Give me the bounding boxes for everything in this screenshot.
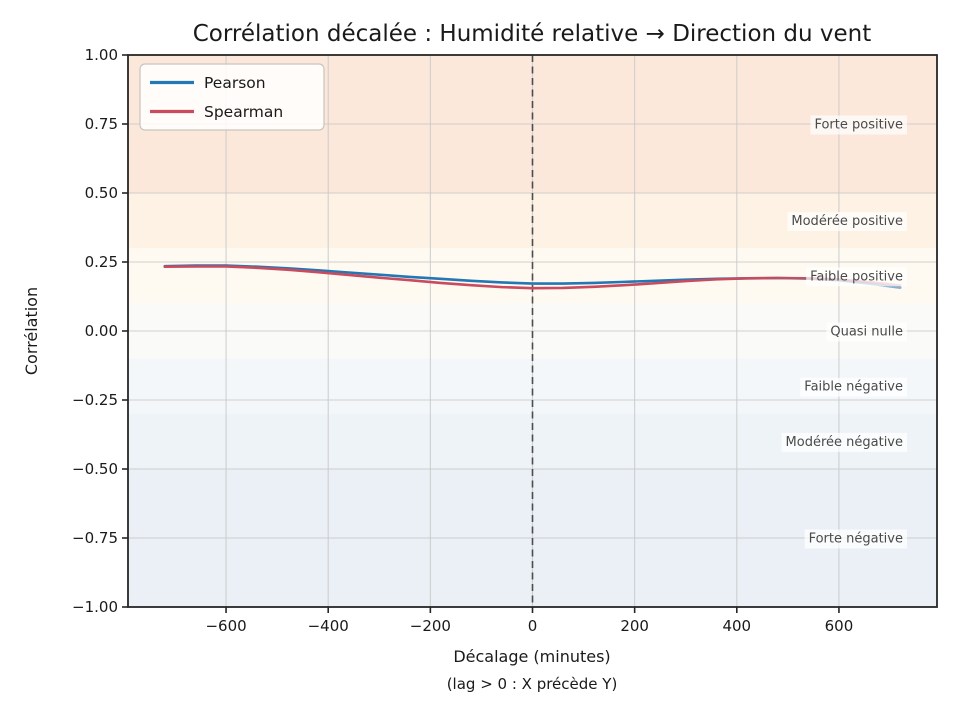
zone-label: Faible négative <box>804 380 903 395</box>
x-tick-label: −400 <box>308 617 349 635</box>
zone-label-bg <box>826 322 908 342</box>
y-tick-label: 1.00 <box>85 46 118 64</box>
x-tick-label: 200 <box>620 617 649 635</box>
axis-ticks <box>122 54 840 613</box>
y-tick-label: 0.75 <box>85 115 118 133</box>
x-tick-label: 400 <box>722 617 751 635</box>
x-tick-label: −200 <box>410 617 451 635</box>
y-axis-label: Corrélation <box>22 287 41 375</box>
zone-labels: Forte positive Modérée positive Faible pos… <box>781 115 908 549</box>
zone-label: Modérée négative <box>786 435 903 450</box>
zone-label: Quasi nulle <box>830 325 903 340</box>
y-tick-label: −0.50 <box>72 460 118 478</box>
pearson-legend-label: Pearson <box>204 74 266 92</box>
zone-label: Forte négative <box>809 532 903 547</box>
zone-label-bg <box>787 212 907 232</box>
zone-label: Faible positive <box>810 269 903 284</box>
zone-label-bg <box>810 115 908 135</box>
legend: Pearson Spearman <box>139 63 325 131</box>
zone-label-bg <box>804 529 907 549</box>
chart-title: Corrélation décalée : Humidité relative … <box>193 21 872 47</box>
x-tick-label: 0 <box>528 617 538 635</box>
y-tick-label: −1.00 <box>72 598 118 616</box>
axis-tick-labels: −600 −400 −200 0 200 400 600 −1.00 −0.75 −0.50 −0.… <box>72 46 853 635</box>
y-tick-label: 0.25 <box>85 253 118 271</box>
x-tick-label: 600 <box>825 617 854 635</box>
zone-label-bg <box>781 432 907 452</box>
spearman-legend-label: Spearman <box>204 103 283 121</box>
x-tick-label: −600 <box>205 617 246 635</box>
spearman-line <box>163 265 902 290</box>
zone-label-bg <box>800 377 907 397</box>
legend-box <box>139 63 325 131</box>
y-tick-label: 0.50 <box>85 184 118 202</box>
y-tick-label: −0.75 <box>72 529 118 547</box>
zone-label: Forte positive <box>814 118 903 133</box>
data-series <box>163 264 902 290</box>
y-tick-label: 0.00 <box>85 322 118 340</box>
x-axis-sublabel: (lag > 0 : X précède Y) <box>447 675 618 693</box>
zone-label-bg <box>806 267 907 287</box>
zone-label: Modérée positive <box>791 214 903 229</box>
x-axis-label: Décalage (minutes) <box>453 647 610 666</box>
y-tick-label: −0.25 <box>72 391 118 409</box>
